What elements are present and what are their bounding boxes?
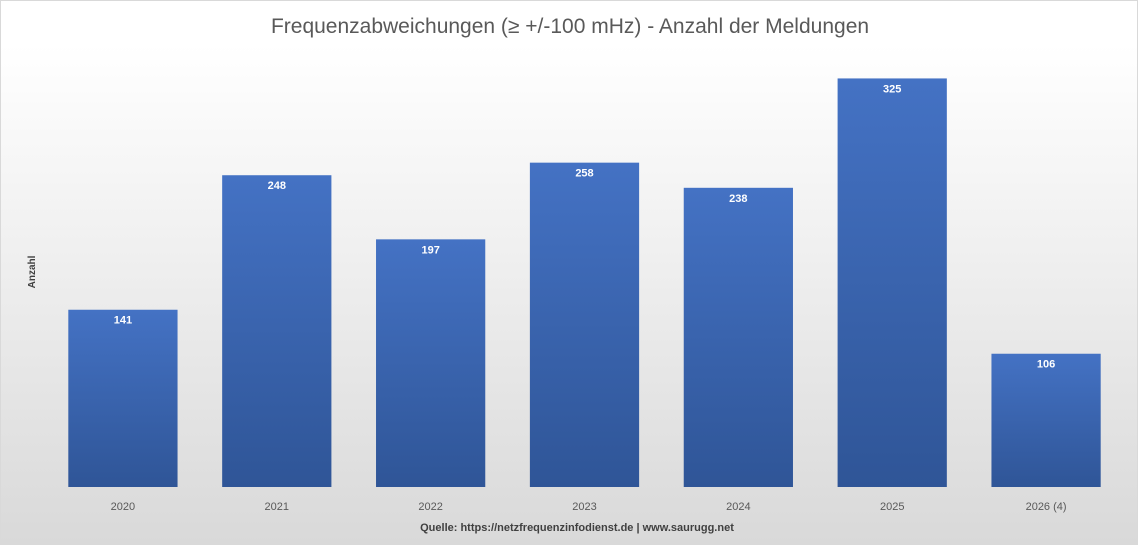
x-tick-label: 2021 (265, 501, 289, 513)
bar-2023 (529, 162, 640, 487)
data-label: 248 (268, 180, 286, 192)
x-tick-label: 2020 (111, 501, 135, 513)
data-label: 106 (1037, 359, 1055, 371)
data-label: 258 (575, 168, 593, 180)
data-label: 141 (114, 315, 132, 327)
x-tick-labels-group: 2020 2021 2022 2023 2024 2025 2026 (4) (111, 501, 1067, 513)
data-label: 197 (421, 244, 439, 256)
x-tick-label: 2024 (726, 501, 750, 513)
data-label: 238 (729, 193, 747, 205)
x-tick-label: 2025 (880, 501, 904, 513)
bar-2021 (222, 175, 332, 487)
y-axis-title: Anzahl (27, 255, 38, 288)
bar-2026-4 (991, 353, 1101, 487)
data-labels-group: 141 248 197 258 238 325 106 (114, 83, 1056, 370)
bar-2025 (837, 78, 947, 487)
x-tick-label: 2023 (572, 501, 596, 513)
chart-title: Frequenzabweichungen (≥ +/-100 mHz) - An… (271, 15, 869, 38)
bar-2024 (683, 187, 793, 488)
bars-group (68, 78, 1101, 488)
x-tick-label: 2022 (418, 501, 442, 513)
bar-2020 (68, 309, 178, 487)
data-label: 325 (883, 83, 901, 95)
bar-2022 (376, 239, 486, 487)
source-note: Quelle: https://netzfrequenzinfodienst.d… (420, 522, 734, 534)
x-tick-label: 2026 (4) (1026, 501, 1067, 513)
